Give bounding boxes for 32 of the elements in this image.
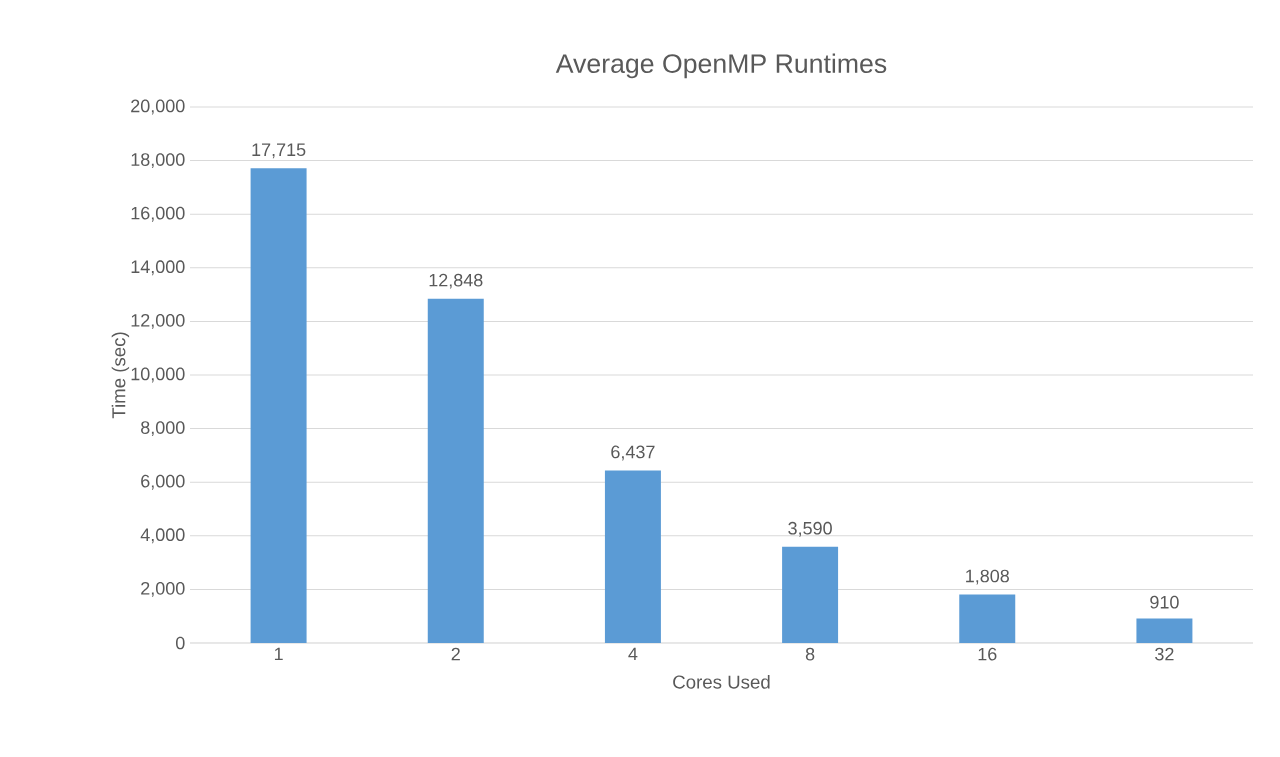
x-tick-label: 16 — [978, 647, 997, 661]
data-label: 17,715 — [252, 143, 306, 159]
data-label: 1,808 — [966, 569, 1009, 585]
y-tick-label: 8,000 — [141, 421, 185, 437]
x-tick-label: 1 — [274, 647, 283, 661]
bar — [782, 546, 839, 643]
y-axis-title: Time (sec) — [111, 332, 130, 419]
y-tick-label: 18,000 — [131, 153, 185, 169]
y-tick-label: 6,000 — [141, 474, 185, 490]
y-tick-label: 14,000 — [131, 260, 185, 276]
bar — [250, 168, 307, 643]
y-tick-label: 10,000 — [131, 367, 185, 383]
y-tick-label: 0 — [175, 636, 185, 650]
bar — [1136, 618, 1193, 643]
data-label: 910 — [1150, 595, 1179, 609]
y-tick-label: 16,000 — [131, 206, 185, 222]
data-label: 12,848 — [429, 273, 483, 289]
y-tick-label: 12,000 — [131, 313, 185, 329]
bar — [427, 298, 484, 643]
chart-title: Average OpenMP Runtimes — [555, 53, 887, 79]
y-tick-label: 20,000 — [131, 99, 185, 115]
x-tick-label: 8 — [805, 647, 815, 661]
x-tick-label: 2 — [451, 647, 460, 661]
data-label: 6,437 — [611, 445, 655, 461]
data-label: 3,590 — [788, 521, 832, 537]
bar — [604, 470, 661, 643]
y-tick-label: 2,000 — [141, 581, 185, 597]
x-tick-label: 4 — [628, 647, 638, 661]
bar — [959, 594, 1016, 643]
x-axis-title: Cores Used — [673, 674, 770, 689]
x-tick-label: 32 — [1155, 647, 1174, 661]
y-tick-label: 4,000 — [140, 528, 185, 544]
